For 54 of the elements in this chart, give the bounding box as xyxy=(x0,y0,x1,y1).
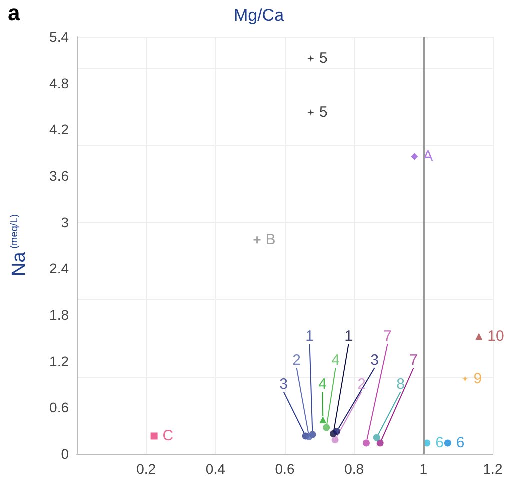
text: 4 xyxy=(332,352,340,370)
text: a xyxy=(8,0,21,26)
text: 7 xyxy=(384,328,392,346)
point xyxy=(308,109,314,116)
text: 1 xyxy=(306,328,314,346)
point xyxy=(462,376,469,383)
y-tick-label: 1.8 xyxy=(50,307,70,323)
chart-title: Mg/Ca xyxy=(234,6,285,25)
y-tick-label: 5.4 xyxy=(50,29,70,45)
y-tick-label: 1.2 xyxy=(50,353,70,370)
text: 2 xyxy=(358,376,366,394)
text: 1 xyxy=(344,328,353,346)
x-tick-label: 1.2 xyxy=(483,461,503,477)
series-label: 5 xyxy=(320,50,328,68)
point xyxy=(308,55,314,62)
x-tick-label: 0.4 xyxy=(206,461,226,477)
series-label: 6 xyxy=(456,434,465,452)
point xyxy=(306,434,313,441)
x-tick-label: 0.6 xyxy=(275,461,295,477)
text: 7 xyxy=(410,352,418,370)
series-label: C xyxy=(162,428,174,445)
series-label: 5 xyxy=(320,104,328,122)
point xyxy=(150,432,158,440)
x-tick-label: 1 xyxy=(420,461,428,477)
point xyxy=(476,333,483,340)
series-label: 4 xyxy=(318,376,327,394)
point xyxy=(373,434,380,442)
point xyxy=(444,440,452,447)
y-tick-label: 0 xyxy=(61,446,70,462)
series-label: 10 xyxy=(488,328,504,346)
y-tick-label: 0.6 xyxy=(50,400,70,416)
point xyxy=(320,416,327,424)
series-label: 9 xyxy=(474,370,482,388)
point xyxy=(323,424,330,432)
y-axis-title: Na (meq/L) xyxy=(9,214,30,277)
point xyxy=(334,428,340,436)
text: 3 xyxy=(370,352,379,370)
text: 3 xyxy=(280,376,288,394)
y-tick-label: 4.8 xyxy=(50,75,70,92)
x-tick-label: 0.8 xyxy=(344,461,364,477)
point xyxy=(376,440,384,447)
text: 2 xyxy=(292,352,301,370)
series-label: B xyxy=(266,232,276,249)
series-label: 6 xyxy=(436,434,444,452)
point xyxy=(411,153,418,160)
y-tick-label: 4.2 xyxy=(50,122,70,138)
text: 8 xyxy=(396,376,405,394)
x-tick-label: 0.2 xyxy=(136,461,156,477)
point xyxy=(254,236,261,244)
point xyxy=(362,440,370,447)
y-tick-label: 3 xyxy=(61,214,70,230)
y-tick-label: 2.4 xyxy=(50,260,70,277)
y-tick-label: 3.6 xyxy=(50,168,70,184)
point xyxy=(332,436,339,444)
